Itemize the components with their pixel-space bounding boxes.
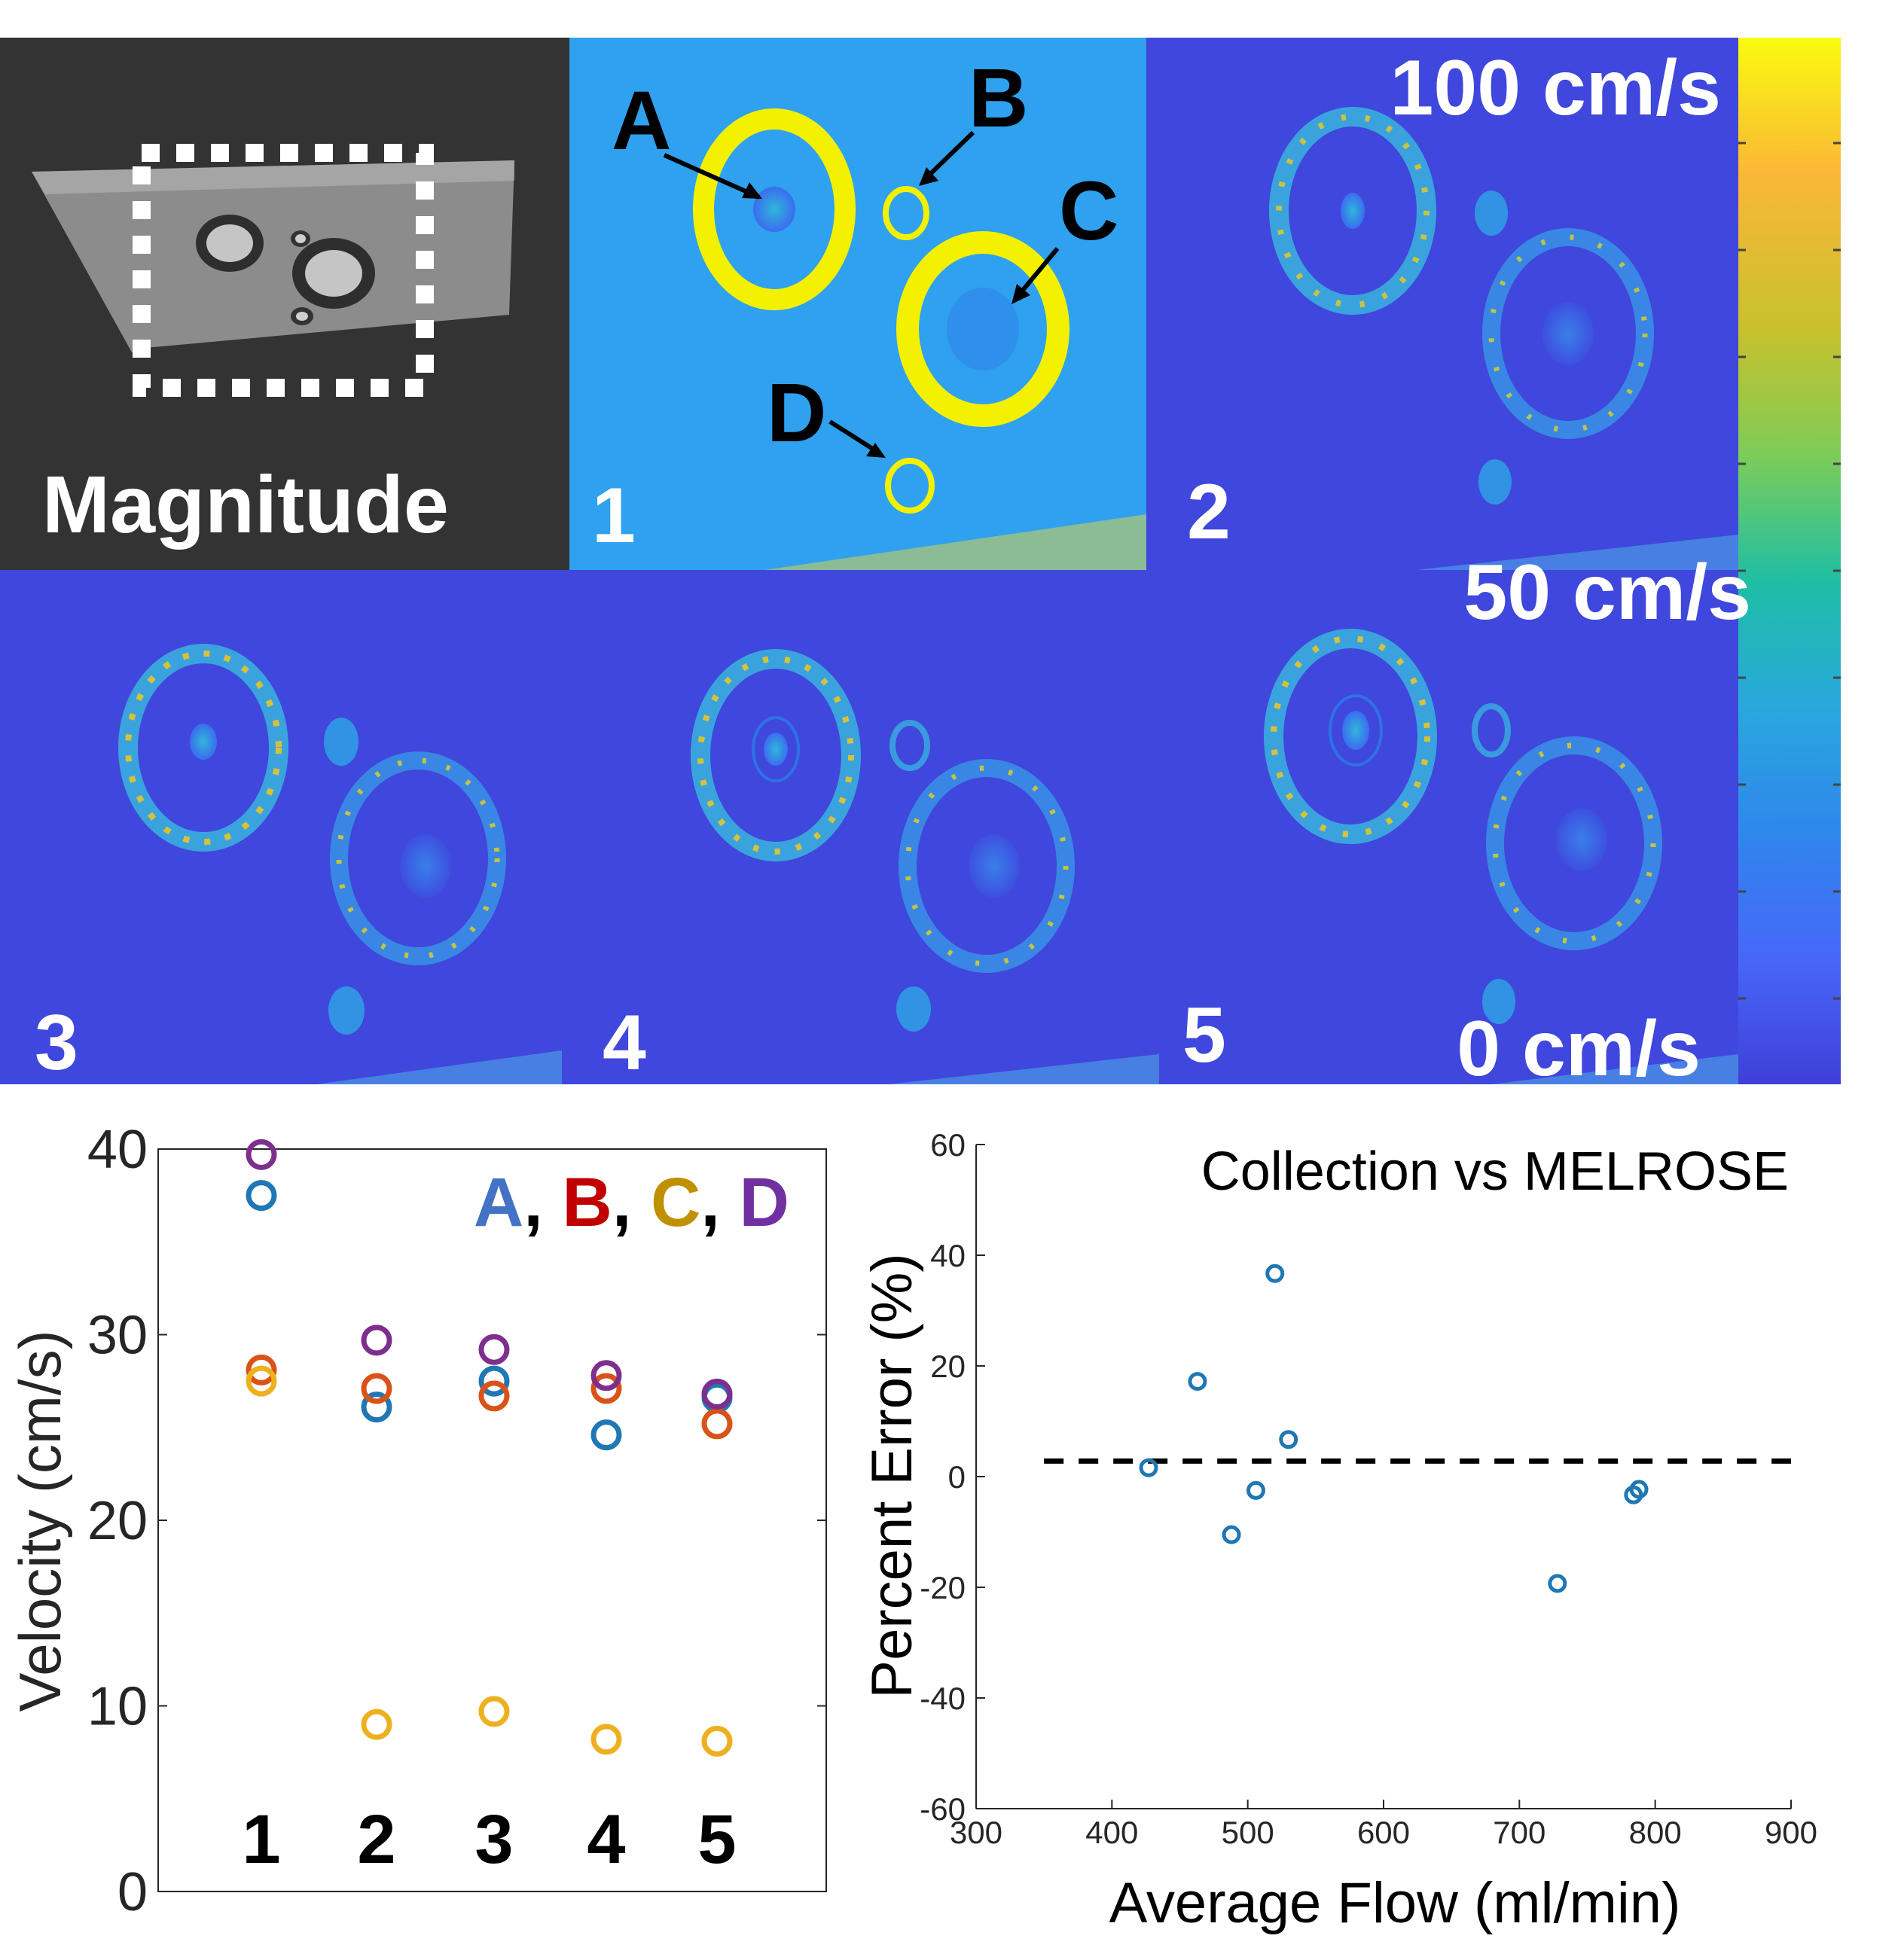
data-point-C-4 (590, 1724, 622, 1755)
y-tick-label: 10 (87, 1677, 148, 1737)
data-point-D-2 (361, 1324, 392, 1356)
vessel-label-D: D (767, 367, 886, 459)
data-point-D-3 (478, 1334, 510, 1365)
data-point-5 (1265, 1264, 1285, 1283)
x-tick-label: 600 (1357, 1815, 1410, 1850)
y-tick-label: 0 (117, 1862, 148, 1922)
y-tick-label: -40 (920, 1681, 966, 1716)
data-point-2 (1188, 1372, 1207, 1392)
velocity-panel-4: 4 (562, 570, 1159, 1084)
data-point-D-1 (246, 1139, 277, 1170)
data-point-6 (1279, 1430, 1298, 1449)
legend-sep-2: , (612, 1164, 651, 1241)
data-point-1 (1139, 1458, 1158, 1477)
data-point-A-1 (246, 1180, 277, 1212)
panel-3-label: 3 (35, 999, 78, 1084)
colorbar-max-label: 100 cm/s (1390, 44, 1721, 132)
image-montage: Magnitude A B C D 1 (0, 38, 1841, 1084)
data-point-3 (1222, 1525, 1241, 1544)
x-axis-label: Average Flow (ml/min) (1109, 1871, 1681, 1935)
data-point-D-5 (701, 1378, 733, 1410)
y-axis-label: Velocity (cm/s) (7, 1330, 73, 1712)
legend-B: B (562, 1164, 612, 1241)
data-point-C-3 (478, 1696, 510, 1727)
y-tick-label: -20 (920, 1570, 966, 1605)
x-tick-label: 400 (1085, 1815, 1138, 1850)
panel-5-label: 5 (1182, 992, 1226, 1079)
y-tick-label: 20 (87, 1491, 148, 1551)
magnitude-label: Magnitude (42, 459, 449, 550)
velocity-panel-2: 2 (1146, 38, 1738, 570)
chart-title: Collection vs MELROSE (1201, 1142, 1789, 1202)
data-point-A-2 (361, 1392, 392, 1423)
category-label: 4 (587, 1801, 625, 1878)
y-tick-label: 40 (930, 1238, 966, 1273)
data-point-4 (1246, 1480, 1265, 1500)
data-point-B-5 (701, 1408, 733, 1440)
y-tick-label: 0 (948, 1459, 966, 1495)
data-point-D-4 (590, 1360, 622, 1392)
svg-text:A: A (612, 75, 671, 167)
panel-1-label: 1 (592, 472, 636, 559)
y-tick-label: -60 (920, 1791, 966, 1827)
panel-4-label: 4 (603, 999, 646, 1084)
data-point-B-3 (478, 1380, 510, 1412)
data-point-C-5 (701, 1725, 733, 1757)
x-tick-label: 900 (1765, 1815, 1817, 1850)
x-tick-label: 700 (1493, 1815, 1545, 1850)
colorbar: 100 cm/s 50 cm/s 0 cm/s (1390, 38, 1841, 1084)
legend-D: D (740, 1164, 789, 1241)
y-tick-label: 30 (87, 1306, 148, 1366)
category-label: 1 (242, 1801, 280, 1878)
velocity-panel-3: 3 (0, 570, 562, 1084)
legend-sep-1: , (523, 1164, 562, 1241)
data-point-A-3 (478, 1365, 510, 1397)
series-legend: A, B, C, D (474, 1164, 789, 1241)
y-tick-label: 40 (87, 1120, 148, 1180)
magnitude-panel: Magnitude (0, 38, 569, 570)
y-axis-label: Percent Error (%) (860, 1253, 924, 1698)
panel-2-label: 2 (1187, 468, 1231, 556)
plot-area (157, 1148, 827, 1892)
x-tick-label: 800 (1629, 1815, 1682, 1850)
svg-text:D: D (767, 367, 826, 459)
plot-area (976, 1145, 1791, 1809)
svg-text:B: B (969, 52, 1028, 145)
legend-sep-3: , (700, 1164, 739, 1241)
data-point-A-4 (590, 1419, 622, 1451)
legend-C: C (651, 1164, 700, 1241)
x-tick-label: 500 (1222, 1815, 1274, 1850)
data-point-C-1 (246, 1365, 277, 1397)
vessel-label-A: A (612, 75, 762, 200)
x-tick-label: 300 (950, 1815, 1002, 1850)
category-label: 5 (697, 1801, 736, 1878)
data-point-9 (1629, 1480, 1649, 1499)
data-point-7 (1548, 1574, 1567, 1593)
data-point-B-2 (361, 1373, 392, 1404)
y-tick-label: 60 (930, 1127, 966, 1163)
svg-text:C: C (1059, 165, 1118, 258)
category-label: 2 (357, 1801, 395, 1878)
svg-text:A, B, C, D: A, B, C, D (474, 1164, 789, 1241)
colorbar-mid-label: 50 cm/s (1463, 549, 1751, 636)
vessel-label-C: C (1012, 165, 1118, 304)
vessel-label-B: B (919, 52, 1028, 186)
velocity-panel-5: 5 (1159, 570, 1738, 1084)
category-label: 3 (474, 1801, 513, 1878)
velocity-panel-1: A B C D 1 (569, 38, 1146, 570)
percent-error-chart: -60 -40 -20 0 20 40 60 300 400 500 600 700 800 900 C… (860, 1127, 1817, 1935)
data-point-C-2 (361, 1709, 392, 1740)
data-point-B-4 (590, 1373, 622, 1404)
y-tick-label: 20 (930, 1349, 966, 1384)
data-point-B-1 (246, 1354, 277, 1385)
colorbar-min-label: 0 cm/s (1457, 1005, 1701, 1084)
legend-A: A (474, 1164, 523, 1241)
